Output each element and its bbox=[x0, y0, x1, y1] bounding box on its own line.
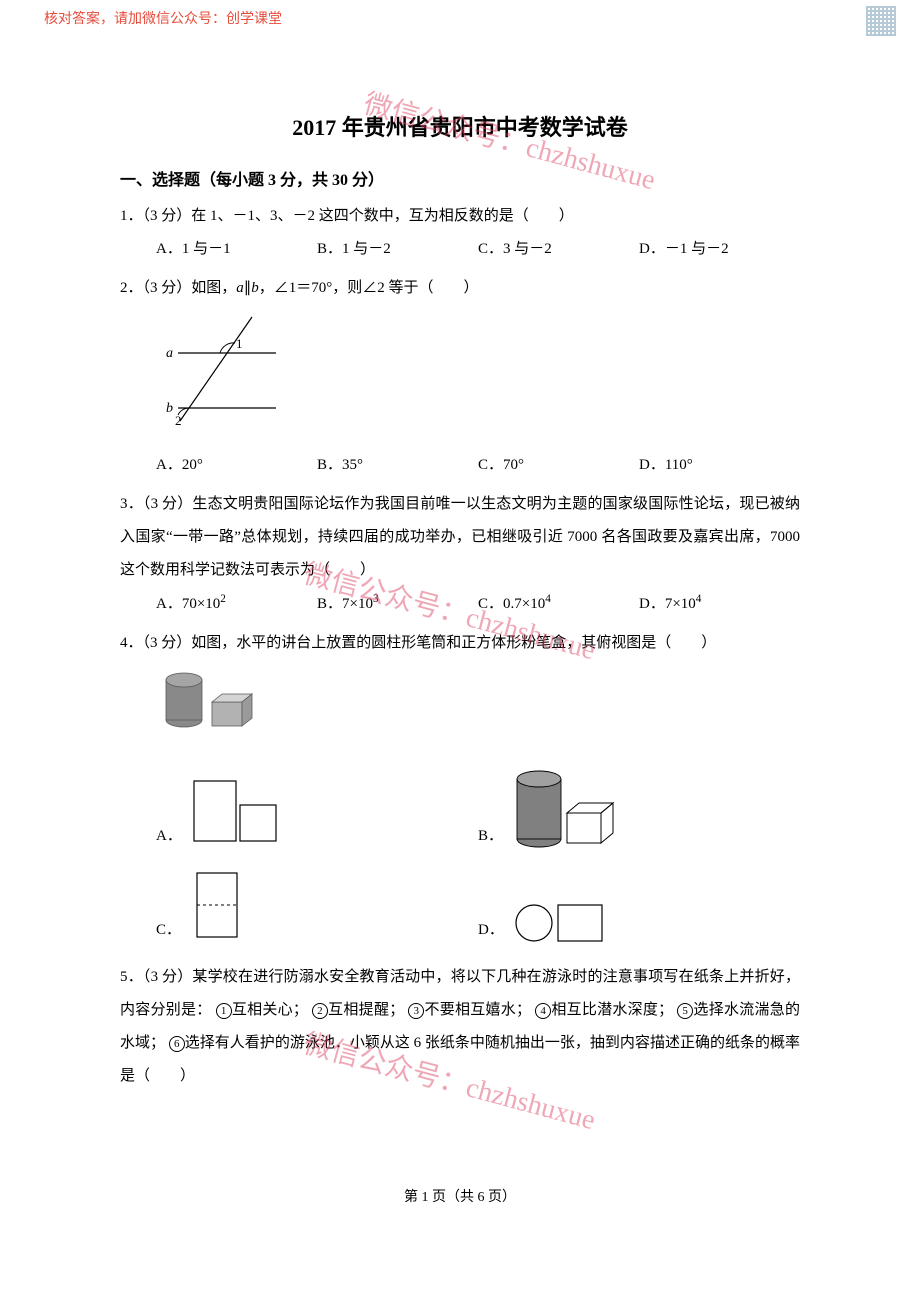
stem-text: 不要相互嬉水； bbox=[424, 1002, 531, 1018]
parallel-lines-figure: a b 1 2 bbox=[156, 313, 286, 428]
option-label: C． bbox=[156, 914, 181, 947]
option-d: D．7×104 bbox=[639, 587, 800, 621]
angle-2-label: 2 bbox=[175, 413, 182, 428]
solids-icon bbox=[156, 668, 276, 738]
option-a: A．70×102 bbox=[156, 587, 317, 621]
stem-text: 互相关心； bbox=[232, 1002, 308, 1018]
exam-title: 2017 年贵州省贵阳市中考数学试卷 bbox=[120, 110, 800, 142]
q2-figure: a b 1 2 bbox=[120, 313, 800, 441]
circled-6-icon: 6 bbox=[169, 1036, 185, 1052]
question-stem: 3．（3 分）生态文明贵阳国际论坛作为我国目前唯一以生态文明为主题的国家级国际性… bbox=[120, 488, 800, 587]
option-row: C． D． bbox=[120, 867, 800, 947]
q4-solid-figure bbox=[120, 668, 800, 751]
question-2: 2．（3 分）如图，a∥b，∠1＝70°，则∠2 等于（ ） a b 1 2 A… bbox=[120, 272, 800, 482]
option-a: A． bbox=[156, 765, 478, 853]
var-a: a bbox=[236, 280, 244, 296]
option-b: B．1 与－2 bbox=[317, 233, 478, 266]
option-c: C．0.7×104 bbox=[478, 587, 639, 621]
circled-5-icon: 5 bbox=[677, 1003, 693, 1019]
option-row: A． B． bbox=[120, 765, 800, 853]
stem-text: 选择有人看护的游泳池．小颖从这 6 张纸条中随机抽出一张，抽到内容描述正确的纸条… bbox=[120, 1035, 800, 1084]
opt-text: D．7×10 bbox=[639, 596, 696, 612]
qr-code-icon bbox=[866, 6, 896, 36]
section-header: 一、选择题（每小题 3 分，共 30 分） bbox=[120, 166, 800, 190]
option-d: D． bbox=[478, 867, 800, 947]
question-options: A．1 与－1 B．1 与－2 C．3 与－2 D．－1 与－2 bbox=[120, 233, 800, 266]
question-stem: 4．（3 分）如图，水平的讲台上放置的圆柱形笔筒和正方体形粉笔盒，其俯视图是（ … bbox=[120, 627, 800, 660]
option-a-figure bbox=[188, 775, 298, 853]
option-c-figure bbox=[187, 867, 257, 947]
var-b: b bbox=[251, 280, 259, 296]
option-a: A．1 与－1 bbox=[156, 233, 317, 266]
option-c: C． bbox=[156, 867, 478, 947]
option-b: B．35° bbox=[317, 449, 478, 482]
option-label: A． bbox=[156, 820, 182, 853]
circled-2-icon: 2 bbox=[312, 1003, 328, 1019]
page-footer: 第 1 页（共 6 页） bbox=[0, 1186, 920, 1206]
option-b-figure bbox=[509, 765, 639, 853]
question-3: 3．（3 分）生态文明贵阳国际论坛作为我国目前唯一以生态文明为主题的国家级国际性… bbox=[120, 488, 800, 621]
opt-exp: 3 bbox=[373, 593, 379, 605]
option-d: D．－1 与－2 bbox=[639, 233, 800, 266]
option-d: D．110° bbox=[639, 449, 800, 482]
question-1: 1．（3 分）在 1、－1、3、－2 这四个数中，互为相反数的是（ ） A．1 … bbox=[120, 200, 800, 266]
angle-1-label: 1 bbox=[236, 336, 243, 351]
question-options: A．70×102 B．7×103 C．0.7×104 D．7×104 bbox=[120, 587, 800, 621]
question-4: 4．（3 分）如图，水平的讲台上放置的圆柱形笔筒和正方体形粉笔盒，其俯视图是（ … bbox=[120, 627, 800, 947]
question-options: A．20° B．35° C．70° D．110° bbox=[120, 449, 800, 482]
option-label: B． bbox=[478, 820, 503, 853]
label-a: a bbox=[166, 346, 173, 361]
opt-text: A．70×10 bbox=[156, 596, 220, 612]
question-stem: 5．（3 分）某学校在进行防溺水安全教育活动中，将以下几种在游泳时的注意事项写在… bbox=[120, 961, 800, 1093]
opt-text: B．7×10 bbox=[317, 596, 373, 612]
option-b: B． bbox=[478, 765, 800, 853]
option-a: A．20° bbox=[156, 449, 317, 482]
page-content: 2017 年贵州省贵阳市中考数学试卷 一、选择题（每小题 3 分，共 30 分）… bbox=[0, 0, 920, 1159]
circled-3-icon: 3 bbox=[408, 1003, 424, 1019]
opt-exp: 4 bbox=[696, 593, 702, 605]
option-d-figure bbox=[510, 899, 620, 947]
stem-text: 2．（3 分）如图， bbox=[120, 280, 236, 296]
stem-text: ，∠1＝70°，则∠2 等于（ ） bbox=[259, 280, 479, 296]
question-stem: 1．（3 分）在 1、－1、3、－2 这四个数中，互为相反数的是（ ） bbox=[120, 200, 800, 233]
option-label: D． bbox=[478, 914, 504, 947]
label-b: b bbox=[166, 401, 173, 416]
header-note: 核对答案，请加微信公众号：创学课堂 bbox=[44, 8, 282, 28]
question-5: 5．（3 分）某学校在进行防溺水安全教育活动中，将以下几种在游泳时的注意事项写在… bbox=[120, 961, 800, 1093]
option-c: C．3 与－2 bbox=[478, 233, 639, 266]
question-stem: 2．（3 分）如图，a∥b，∠1＝70°，则∠2 等于（ ） bbox=[120, 272, 800, 305]
stem-text: 互相提醒； bbox=[328, 1002, 404, 1018]
stem-text: 相互比潜水深度； bbox=[551, 1002, 673, 1018]
opt-exp: 4 bbox=[545, 593, 551, 605]
opt-text: C．0.7×10 bbox=[478, 596, 545, 612]
option-c: C．70° bbox=[478, 449, 639, 482]
circled-1-icon: 1 bbox=[216, 1003, 232, 1019]
option-b: B．7×103 bbox=[317, 587, 478, 621]
circled-4-icon: 4 bbox=[535, 1003, 551, 1019]
opt-exp: 2 bbox=[220, 593, 226, 605]
